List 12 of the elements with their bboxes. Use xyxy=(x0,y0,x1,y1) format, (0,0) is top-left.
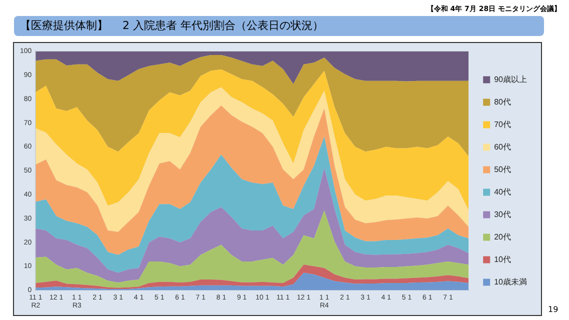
legend-label: 50代 xyxy=(494,164,512,174)
text: 19 xyxy=(548,305,558,314)
legend-label: 80代 xyxy=(494,97,512,106)
legend-label: 40代 xyxy=(494,187,512,196)
legend-label: 10歳未満 xyxy=(494,277,528,286)
legend-label: 60代 xyxy=(494,142,512,152)
legend-label: 90歳以上 xyxy=(494,74,528,84)
legend-label: 10代 xyxy=(494,254,512,264)
legend-label: 20代 xyxy=(494,232,512,242)
legend-label: 70代 xyxy=(494,120,512,129)
chart-title: 【医療提供体制】 2 入院患者 年代別割合（公表日の状況） xyxy=(14,16,544,36)
legend-label: 30代 xyxy=(494,210,512,219)
